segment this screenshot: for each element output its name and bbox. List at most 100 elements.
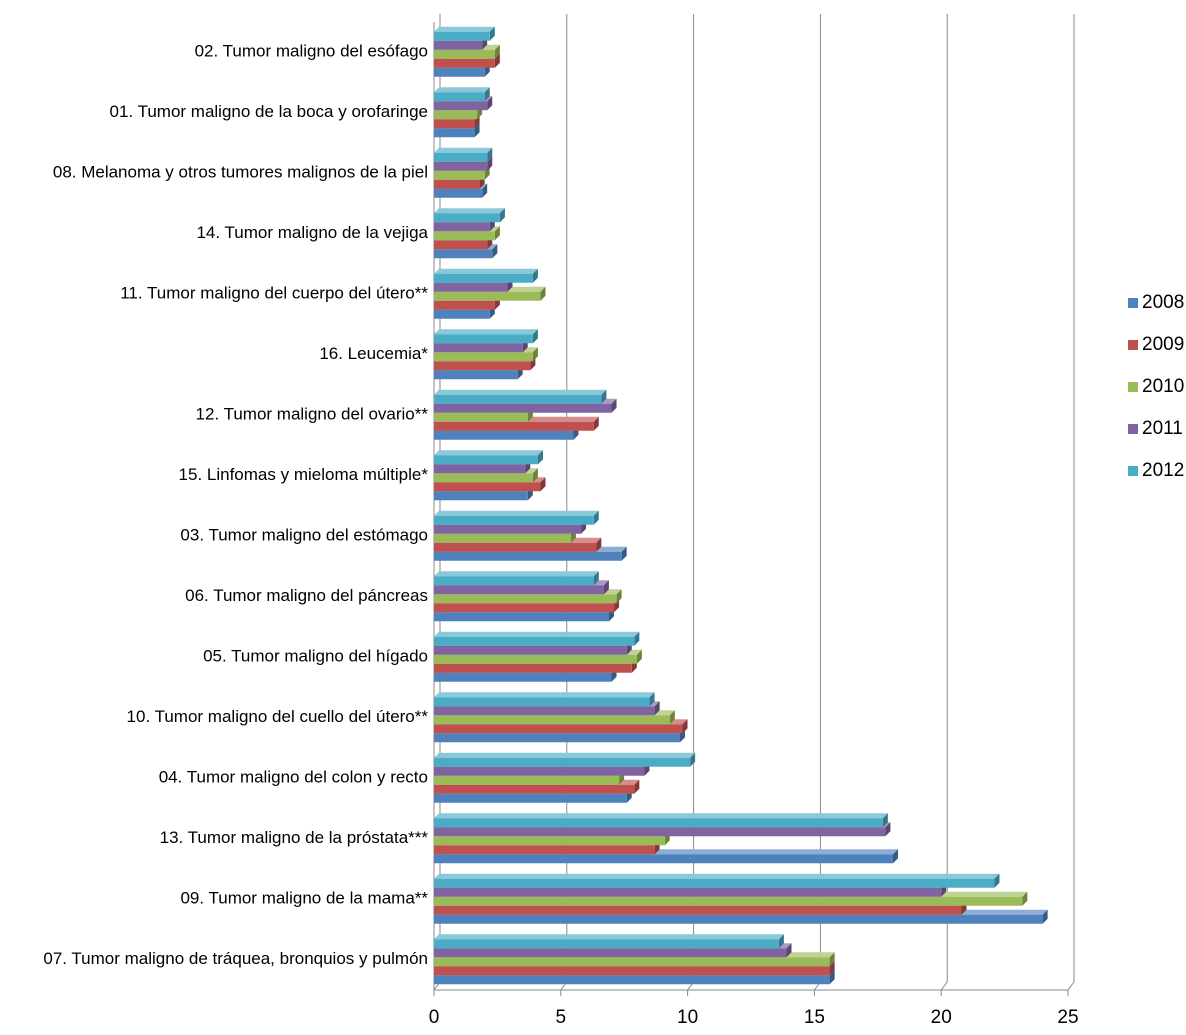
bar [434, 975, 830, 985]
bar [434, 128, 475, 138]
bar [434, 421, 594, 431]
category-label: 11. Tumor maligno del cuerpo del útero** [120, 284, 428, 303]
bar-top [434, 571, 599, 577]
bar-top [434, 631, 640, 637]
bar [434, 222, 490, 232]
bar [434, 966, 830, 976]
bar [434, 524, 582, 534]
bar-side [634, 631, 640, 646]
bar [434, 31, 490, 41]
category-label: 01. Tumor maligno de la boca y orofaring… [110, 102, 428, 121]
bar [434, 939, 779, 949]
bar [434, 430, 574, 440]
bar [434, 636, 635, 646]
bar [434, 213, 500, 223]
bar [434, 334, 533, 344]
bar [434, 240, 488, 250]
bar [434, 370, 518, 380]
bar [434, 464, 526, 474]
bar-side [882, 813, 888, 828]
legend-swatch [1128, 382, 1138, 392]
bar-top [434, 813, 888, 819]
bar-side [474, 123, 480, 138]
bar-side [603, 580, 609, 595]
bar [434, 394, 602, 404]
bar-top [434, 268, 538, 274]
bar [434, 733, 680, 743]
bar-side [1042, 909, 1048, 924]
category-label: 05. Tumor maligno del hígado [203, 647, 428, 666]
bar [434, 818, 883, 828]
bar-side [494, 44, 500, 59]
bar-side [669, 710, 675, 725]
bar [434, 231, 495, 241]
bar-top [434, 692, 655, 698]
bar [434, 757, 691, 767]
bar [434, 845, 655, 855]
bar-side [484, 87, 490, 102]
category-label: 02. Tumor maligno del esófago [195, 42, 428, 61]
bar [434, 896, 1023, 906]
bar [434, 672, 612, 682]
grid-line [1067, 14, 1075, 991]
bar [434, 273, 533, 283]
bar-top [434, 450, 543, 456]
legend-swatch [1128, 340, 1138, 350]
bar-side [532, 468, 538, 483]
bar [434, 179, 480, 189]
bar [434, 793, 627, 803]
bar [434, 170, 485, 180]
bar-side [885, 822, 891, 837]
bar-top [434, 87, 490, 93]
bar [434, 784, 635, 794]
bar-side [829, 970, 835, 985]
legend-swatch [1128, 298, 1138, 308]
bar-top [434, 934, 784, 940]
bar-side [690, 752, 696, 767]
bar-top [434, 752, 696, 758]
bar [434, 542, 597, 552]
bar-side [654, 701, 660, 716]
bar-side [593, 571, 599, 586]
bar [434, 766, 645, 776]
legend-label: 2011 [1142, 418, 1183, 439]
bar [434, 905, 962, 915]
bar [434, 361, 531, 371]
x-tick-label: 15 [804, 1007, 825, 1028]
bar-side [532, 268, 538, 283]
bar [434, 914, 1043, 924]
category-label: 03. Tumor maligno del estómago [180, 526, 428, 545]
legend-label: 2008 [1142, 292, 1184, 313]
grid-line [687, 14, 695, 991]
bar [434, 715, 670, 725]
bar-top [434, 389, 607, 395]
bar [434, 412, 528, 422]
bar-side [621, 546, 627, 561]
bar-top [434, 147, 493, 153]
bar [434, 827, 886, 837]
bar-side [601, 389, 607, 404]
bar-side [487, 96, 493, 111]
bar [434, 957, 830, 967]
bar [434, 645, 627, 655]
category-label: 12. Tumor maligno del ovario** [196, 405, 429, 424]
bar-side [482, 183, 488, 198]
bar [434, 291, 541, 301]
bar [434, 533, 571, 543]
bar [434, 161, 488, 171]
category-label: 08. Melanoma y otros tumores malignos de… [53, 163, 428, 182]
bar [434, 482, 541, 492]
bar [434, 594, 617, 604]
category-label: 14. Tumor maligno de la vejiga [196, 223, 428, 242]
x-tick-label: 0 [429, 1007, 440, 1028]
bar [434, 576, 594, 586]
category-label: 15. Linfomas y mieloma múltiple* [179, 465, 429, 484]
bar [434, 309, 490, 319]
bar-side [829, 952, 835, 967]
bar-side [537, 450, 543, 465]
legend-swatch [1128, 466, 1138, 476]
x-tick-label: 25 [1057, 1007, 1078, 1028]
bar-side [532, 329, 538, 344]
bar-top [434, 208, 505, 214]
bar [434, 40, 483, 50]
